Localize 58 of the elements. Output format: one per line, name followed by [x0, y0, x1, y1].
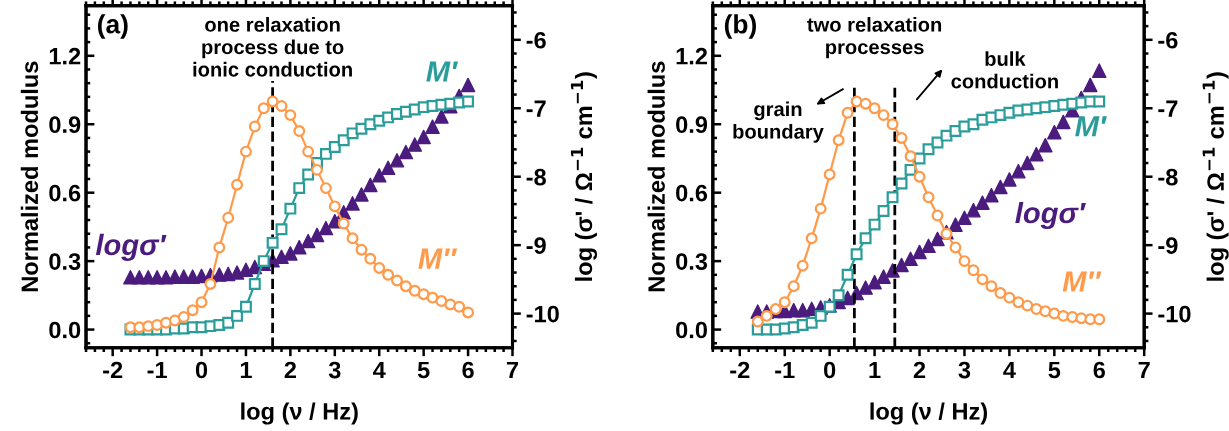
annotation: two relaxation processes [807, 17, 942, 59]
x-tick-label: 5 [1048, 361, 1061, 379]
y2-tick-label: -7 [1158, 100, 1178, 117]
y2-tick-label: -9 [526, 237, 546, 254]
series-label: M′ [1075, 116, 1107, 137]
annotation: grain boundary [733, 101, 824, 143]
y2-tick-label: -6 [1158, 31, 1178, 49]
y2-tick-label: -6 [526, 31, 546, 49]
x-tick-label: 2 [284, 361, 296, 379]
x-tick-label: 0 [824, 361, 836, 379]
y-axis-title: Normalized modulus [647, 61, 665, 292]
x-tick-label: 2 [913, 361, 926, 379]
x-tick-label: 4 [1003, 361, 1016, 379]
x-tick-label: -2 [103, 361, 123, 379]
y2-axis-title: log (σ' / Ω$^{−1}$ cm$^{−1}$) [1202, 72, 1229, 281]
x-tick-label: 6 [462, 361, 474, 379]
x-tick-label: 4 [373, 361, 386, 379]
y2-tick-label: -8 [1158, 168, 1178, 186]
x-tick-label: 5 [417, 361, 430, 379]
series-label: M″ [418, 248, 458, 269]
y2-tick-label: -8 [526, 168, 546, 186]
x-tick-label: -1 [147, 361, 167, 379]
y-tick-label: 0.0 [49, 321, 81, 339]
x-tick-label: 6 [1093, 361, 1105, 379]
x-tick-label: 0 [195, 361, 208, 379]
y2-tick-label: -9 [1158, 237, 1178, 254]
annotation: bulk conduction [951, 51, 1058, 89]
annotation: one relaxation process due to ionic conduction [193, 17, 352, 77]
series-label: M″ [1062, 271, 1102, 292]
x-axis-title: log (ν / Hz) [870, 402, 988, 425]
x-tick-label: 1 [240, 361, 252, 379]
x-tick-label: -1 [775, 361, 795, 379]
y-tick-label: 0.9 [49, 116, 81, 134]
y2-tick-label: -10 [526, 305, 559, 323]
y2-axis-title: log (σ' / Ω$^{−1}$ cm$^{−1}$) [570, 72, 598, 281]
y-tick-label: 1.2 [676, 47, 708, 65]
y-tick-label: 0.6 [676, 184, 708, 202]
y-tick-label: 0.3 [676, 253, 708, 270]
series-label: logσ′ [1015, 201, 1086, 230]
y-axis-title: Normalized modulus [20, 61, 39, 292]
series-label: M′ [426, 61, 459, 82]
y-tick-label: 0.9 [676, 116, 708, 134]
x-tick-label: 3 [958, 361, 971, 379]
y-tick-label: 0.3 [49, 253, 81, 270]
chart-title: (b) [724, 14, 756, 39]
series-label: logσ′ [95, 233, 167, 262]
x-tick-label: -2 [730, 361, 750, 379]
x-tick-label: 3 [328, 361, 341, 379]
x-axis-title: log (ν / Hz) [241, 402, 358, 425]
y-tick-label: 1.2 [49, 47, 81, 65]
x-tick-label: 7 [1138, 361, 1150, 379]
x-tick-label: 7 [506, 361, 519, 379]
y2-tick-label: -7 [526, 100, 546, 117]
y-tick-label: 0.6 [49, 184, 81, 202]
chart-title: (a) [98, 14, 128, 39]
y2-tick-label: -10 [1158, 305, 1191, 323]
y-tick-label: 0.0 [676, 321, 707, 339]
x-tick-label: 1 [869, 361, 881, 379]
